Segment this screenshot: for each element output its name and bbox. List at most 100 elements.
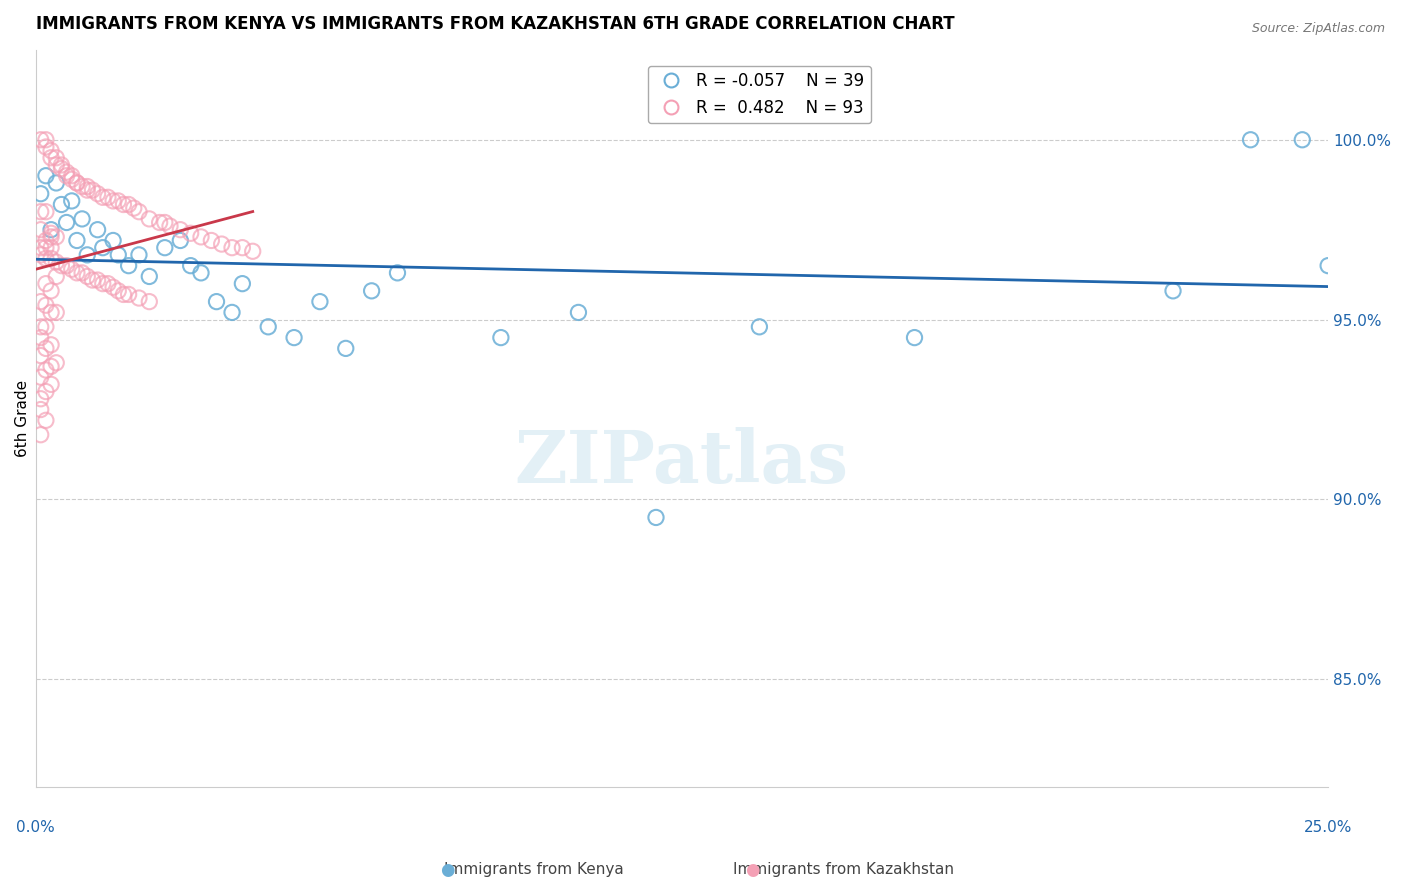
Point [112,197,135,211]
Point [30,133,52,147]
Point [35,234,58,248]
Text: Source: ZipAtlas.com: Source: ZipAtlas.com [1251,22,1385,36]
Point [387,266,409,280]
Point [30,319,52,334]
Point [60,172,83,186]
Point [66,266,89,280]
Point [1239,133,1261,147]
Point [91,190,114,204]
Point [30,349,52,363]
Point [128,291,150,305]
Point [35,413,58,427]
Point [51,197,73,211]
Point [66,176,89,190]
Point [101,280,124,294]
Point [35,241,58,255]
Point [180,259,202,273]
Point [30,330,52,344]
Point [45,269,67,284]
Point [200,234,222,248]
Text: Immigrants from Kazakhstan: Immigrants from Kazakhstan [733,863,955,877]
Point [153,241,176,255]
Point [30,223,52,237]
Point [107,284,129,298]
Point [489,330,512,344]
Text: IMMIGRANTS FROM KENYA VS IMMIGRANTS FROM KAZAKHSTAN 6TH GRADE CORRELATION CHART: IMMIGRANTS FROM KENYA VS IMMIGRANTS FROM… [35,15,955,33]
Point [66,176,89,190]
Point [82,183,104,197]
Point [39,284,62,298]
Point [39,338,62,352]
Point [60,262,83,277]
Point [45,356,67,370]
Text: ●: ● [745,861,759,879]
Point [159,219,181,233]
Point [55,165,77,179]
Point [190,230,212,244]
Point [101,194,124,208]
Point [86,273,108,287]
Point [35,252,58,266]
Point [30,294,52,309]
Text: ZIPatlas: ZIPatlas [515,427,849,499]
Point [39,305,62,319]
Point [360,284,382,298]
Point [60,169,83,183]
Point [117,287,139,301]
Point [231,241,253,255]
Point [70,266,93,280]
Point [149,215,172,229]
Point [169,223,191,237]
Point [39,144,62,158]
Point [153,215,176,229]
Point [190,266,212,280]
Point [1161,284,1184,298]
Point [30,186,52,201]
Point [211,237,233,252]
Point [257,319,280,334]
Point [51,259,73,273]
Point [30,248,52,262]
Point [45,151,67,165]
Point [39,377,62,392]
Point [107,194,129,208]
Point [35,319,58,334]
Text: ●: ● [440,861,454,879]
Text: 0.0%: 0.0% [17,820,55,835]
Point [51,161,73,176]
Point [117,259,139,273]
Point [86,186,108,201]
Point [138,294,160,309]
Point [309,294,332,309]
Point [138,269,160,284]
Point [45,158,67,172]
Point [128,248,150,262]
Point [39,223,62,237]
Point [35,342,58,356]
Point [117,197,139,211]
Point [39,241,62,255]
Point [97,277,120,291]
Point [221,241,243,255]
Point [35,277,58,291]
Point [101,234,124,248]
Point [35,298,58,312]
Point [645,510,668,524]
Legend: R = -0.057    N = 39, R =  0.482    N = 93: R = -0.057 N = 39, R = 0.482 N = 93 [648,65,870,123]
Point [205,294,228,309]
Point [138,211,160,226]
Point [55,215,77,229]
Point [35,133,58,147]
Point [30,402,52,417]
Point [39,227,62,241]
Point [66,234,89,248]
Point [45,230,67,244]
Point [35,384,58,399]
Point [112,287,135,301]
Point [242,244,264,259]
Point [1291,133,1313,147]
Point [45,176,67,190]
Point [70,211,93,226]
Point [55,169,77,183]
Point [39,230,62,244]
